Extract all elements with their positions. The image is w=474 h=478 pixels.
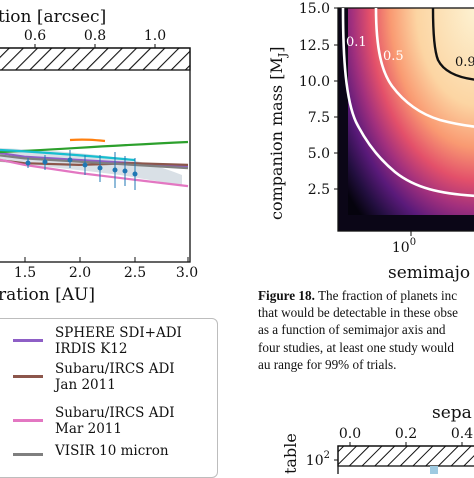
heatmap-x-axis-label: semimajo xyxy=(388,263,470,283)
series-line xyxy=(0,140,189,154)
caption-label: Figure 18. xyxy=(258,288,315,303)
hatched-region xyxy=(0,47,191,71)
bottom-right-hatch xyxy=(337,445,474,467)
heatmap: 0.1 0.5 0.90 15.0 12.5 10.0 7.5 5.0 2.5 … xyxy=(267,1,474,283)
heatmap-x-tick: 100 xyxy=(392,237,416,256)
top-axis-label: tion [arcsec] xyxy=(0,7,106,27)
series-line xyxy=(69,138,106,143)
contour-label: 0.5 xyxy=(383,49,404,64)
y-tick-label: 2.5 xyxy=(308,182,330,198)
contour-0.9 xyxy=(431,7,474,81)
bottom-axis-label: ration [AU] xyxy=(0,285,95,305)
contour-0.5 xyxy=(374,7,474,128)
caption-line: that would be detectable in these obse xyxy=(258,305,458,321)
series-layer xyxy=(0,138,189,188)
figure-caption: Figure 18. The fraction of planets inc t… xyxy=(258,287,474,373)
scatter-points xyxy=(25,150,138,190)
legend: SPHERE SDI+ADI IRDIS K12 Subaru/IRCS ADI J… xyxy=(0,318,218,478)
top-tick-label: 0.6 xyxy=(24,28,46,44)
y-tick-label: 15.0 xyxy=(299,1,330,17)
contour-0.1 xyxy=(341,7,474,198)
bottom-tick-label: 2.0 xyxy=(69,265,91,281)
y-tick-label: 12.5 xyxy=(299,38,330,54)
series-line xyxy=(0,148,136,162)
heatmap-y-axis-label: companion mass [MJ] xyxy=(267,46,289,220)
caption-line: four studies, at least one study would xyxy=(258,339,454,355)
legend-label: Subaru/IRCS ADI Mar 2011 xyxy=(55,405,175,437)
heatmap-y-ticks: 15.0 12.5 10.0 7.5 5.0 2.5 xyxy=(299,1,338,198)
bottom-tick-label: 3.0 xyxy=(176,265,198,281)
legend-label: Subaru/IRCS ADI Jan 2011 xyxy=(55,361,175,393)
bottom-axis-ticks: 1.5 2.0 2.5 3.0 xyxy=(14,257,198,281)
bottom-right-top-tick: 0.2 xyxy=(395,426,417,442)
legend-label: VISIR 10 micron xyxy=(55,443,169,459)
bottom-right-top-tick: 0.4 xyxy=(451,426,473,442)
caption-line: as a function of semimajor axis and xyxy=(258,322,446,338)
legend-label: SPHERE SDI+ADI IRDIS K12 xyxy=(55,325,182,357)
bottom-right-top-tick: 0.0 xyxy=(339,426,361,442)
bottom-tick-label: 2.5 xyxy=(124,265,146,281)
heatmap-frame xyxy=(337,7,474,232)
legend-swatch xyxy=(13,339,43,342)
bottom-tick-label: 1.5 xyxy=(14,265,36,281)
series-line xyxy=(0,154,189,170)
contour-label: 0.1 xyxy=(346,35,367,50)
y-tick-label: 10.0 xyxy=(299,74,330,90)
contour-label: 0.90 xyxy=(455,55,474,70)
y-tick-label: 5.0 xyxy=(308,146,330,162)
y-tick-label: 7.5 xyxy=(308,110,330,126)
legend-swatch xyxy=(13,375,43,378)
bottom-right-y-axis-label: table xyxy=(281,433,300,474)
bottom-right-top-label: sepa xyxy=(432,403,472,423)
legend-swatch xyxy=(13,453,43,456)
top-tick-label: 1.0 xyxy=(144,28,166,44)
legend-swatch xyxy=(13,419,43,422)
top-tick-label: 0.8 xyxy=(84,28,106,44)
top-axis-ticks: 0.6 0.8 1.0 xyxy=(24,28,166,48)
caption-line: au range for 99% of trials. xyxy=(258,356,397,372)
series-line xyxy=(0,158,189,188)
bottom-right-y-tick: 102 xyxy=(306,450,330,469)
bottom-right-plot: sepa 0.0 0.2 0.4 102 table xyxy=(281,403,474,474)
caption-line: Figure 18. The fraction of planets inc xyxy=(258,288,458,303)
